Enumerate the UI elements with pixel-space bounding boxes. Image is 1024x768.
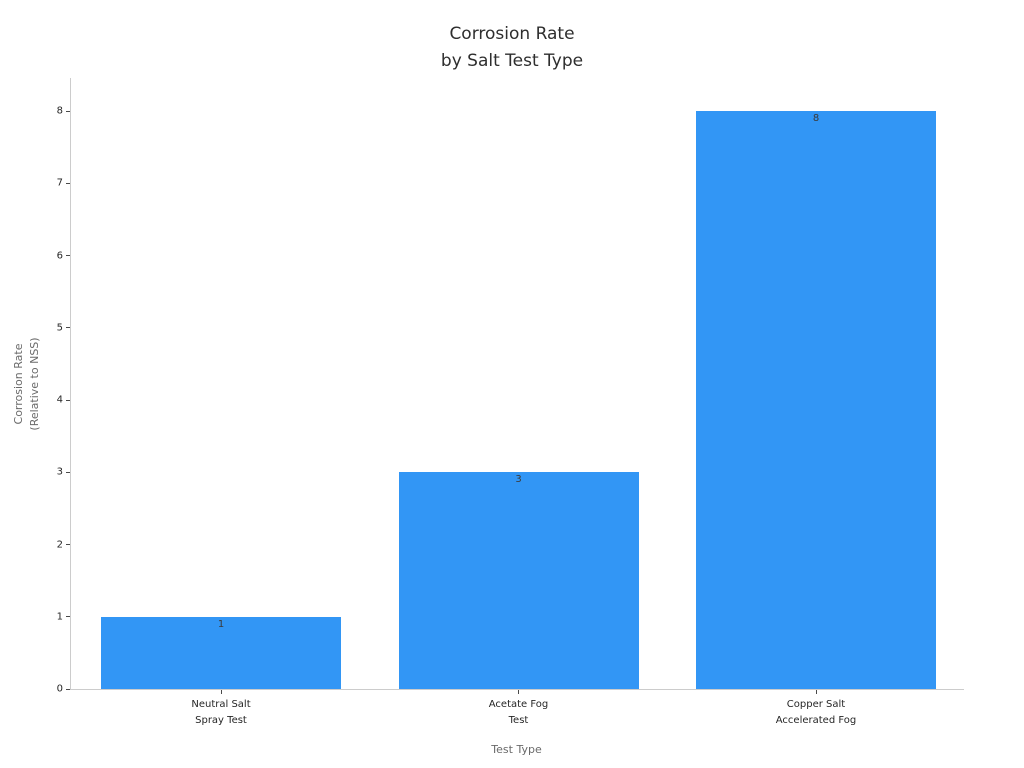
bar (696, 111, 936, 689)
y-tick-mark (66, 399, 70, 401)
chart-title: Corrosion Rate by Salt Test Type (440, 24, 584, 71)
bar-value-label: 1 (217, 618, 225, 630)
y-tick-mark (66, 327, 70, 329)
y-tick-label: 3 (56, 466, 63, 478)
x-tick-mark (220, 690, 222, 694)
y-tick-mark (66, 544, 70, 545)
y-tick-label: 8 (56, 105, 63, 117)
x-axis-title: Test Type (491, 743, 542, 756)
bar-value-label: 3 (515, 474, 522, 486)
bar-value-label: 8 (812, 113, 820, 124)
x-tick-label: Neutral Salt Spray Test (191, 699, 251, 726)
x-tick-label: Copper Salt Accelerated Fog (775, 699, 857, 726)
x-tick-mark (815, 690, 817, 694)
bar (101, 616, 341, 689)
y-axis-title: Corrosion Rate (Relative to NSS) (12, 337, 41, 431)
y-tick-label: 0 (56, 683, 63, 695)
y-tick-mark (66, 182, 70, 184)
y-tick-label: 2 (56, 539, 63, 550)
y-tick-label: 7 (56, 177, 63, 189)
y-tick-label: 6 (56, 250, 63, 261)
y-tick-mark (66, 255, 70, 256)
y-tick-label: 4 (56, 394, 63, 406)
y-tick-label: 5 (56, 322, 63, 334)
y-tick-mark (66, 688, 70, 690)
y-tick-mark (66, 616, 70, 618)
plot-area: 0 1 2 3 4 5 6 7 8 1 Neutral Salt Spray Test 3 Acetat… (57, 78, 964, 726)
y-tick-label: 1 (56, 611, 63, 623)
x-tick-label: Acetate Fog Test (488, 699, 549, 726)
y-tick-mark (66, 471, 70, 473)
x-tick-mark (518, 690, 519, 694)
y-tick-mark (66, 110, 70, 112)
bar (398, 472, 639, 689)
